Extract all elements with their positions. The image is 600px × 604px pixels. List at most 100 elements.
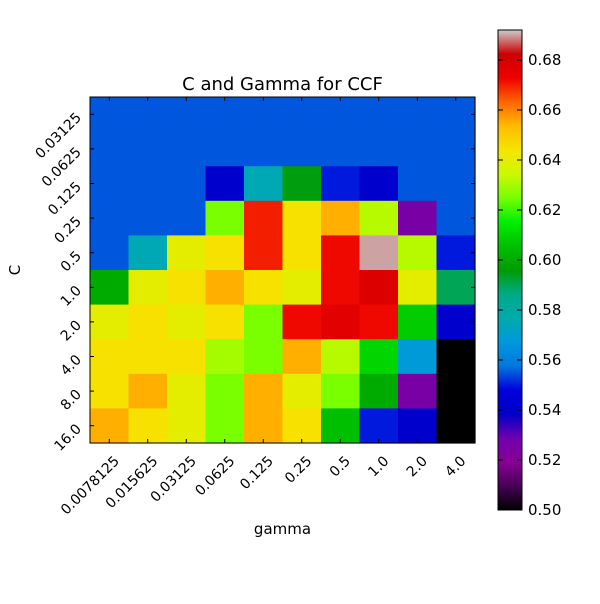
heatmap-cell — [128, 131, 168, 167]
colorbar-tick-label: 0.50 — [528, 501, 561, 519]
heatmap-cell — [436, 408, 476, 444]
heatmap-cell — [167, 270, 207, 306]
colorbar-ticks: 0.50 0.52 0.54 0.56 0.58 0.60 0.62 0.64 0.66 0.68 — [498, 51, 561, 519]
colorbar — [497, 29, 523, 511]
heatmap-cell — [90, 131, 130, 167]
heatmap-cell — [359, 373, 399, 409]
heatmap-cell — [359, 339, 399, 375]
heatmap-cell — [205, 304, 245, 340]
x-tick-label: 0.0625 — [192, 453, 238, 499]
plot-frame — [89, 96, 476, 444]
heatmap-cell — [244, 235, 284, 271]
heatmap-cell — [282, 270, 322, 306]
heatmap-cell — [90, 166, 130, 202]
heatmap-cell — [321, 131, 361, 167]
colorbar-tick-label: 0.62 — [528, 201, 561, 219]
heatmap-cell — [128, 373, 168, 409]
heatmap-cell — [282, 408, 322, 444]
heatmap-cells — [90, 97, 476, 444]
heatmap-cell — [398, 373, 438, 409]
heatmap-cell — [359, 200, 399, 236]
heatmap-cell — [128, 270, 168, 306]
heatmap-cell — [321, 200, 361, 236]
heatmap-cell — [359, 131, 399, 167]
heatmap-cell — [167, 97, 207, 133]
heatmap-cell — [359, 270, 399, 306]
heatmap-cell — [90, 339, 130, 375]
heatmap-cell — [282, 131, 322, 167]
heatmap-cell — [205, 131, 245, 167]
heatmap-cell — [436, 373, 476, 409]
heatmap-cell — [321, 373, 361, 409]
heatmap-cell — [167, 131, 207, 167]
heatmap-cell — [167, 373, 207, 409]
heatmap-cell — [321, 97, 361, 133]
heatmap-cell — [90, 408, 130, 444]
y-tick-label: 0.5 — [58, 248, 85, 275]
heatmap-cell — [398, 97, 438, 133]
colorbar-tick-label: 0.54 — [528, 401, 561, 419]
heatmap-cell — [90, 373, 130, 409]
heatmap-cell — [321, 166, 361, 202]
heatmap-cell — [90, 304, 130, 340]
heatmap-cell — [282, 166, 322, 202]
y-tick-label: 4.0 — [58, 352, 85, 379]
heatmap-cell — [205, 166, 245, 202]
heatmap-cell — [282, 235, 322, 271]
heatmap-cell — [205, 235, 245, 271]
heatmap-cell — [282, 304, 322, 340]
y-tick-label: 2.0 — [58, 317, 85, 344]
heatmap-cell — [205, 270, 245, 306]
heatmap-cell — [436, 97, 476, 133]
heatmap-cell — [398, 200, 438, 236]
heatmap-cell — [205, 373, 245, 409]
heatmap-cell — [398, 131, 438, 167]
heatmap-cell — [167, 304, 207, 340]
heatmap-cell — [90, 270, 130, 306]
heatmap-cell — [436, 131, 476, 167]
y-tick-label: 8.0 — [58, 387, 85, 414]
heatmap-cell — [167, 166, 207, 202]
x-tick-label: 0.5 — [327, 453, 354, 480]
heatmap-cell — [436, 200, 476, 236]
x-tick-label: 4.0 — [442, 453, 469, 480]
heatmap-cell — [321, 408, 361, 444]
colorbar-tick-label: 0.56 — [528, 351, 561, 369]
heatmap-cell — [128, 235, 168, 271]
heatmap-cell — [244, 304, 284, 340]
colorbar-tick-label: 0.66 — [528, 101, 561, 119]
heatmap-cell — [205, 97, 245, 133]
colorbar-tick-label: 0.58 — [528, 301, 561, 319]
heatmap-cell — [436, 235, 476, 271]
heatmap-cell — [436, 166, 476, 202]
y-tick-label: 16.0 — [51, 421, 84, 454]
heatmap-cell — [128, 408, 168, 444]
heatmap-cell — [398, 304, 438, 340]
heatmap-cell — [90, 235, 130, 271]
heatmap-cell — [321, 270, 361, 306]
heatmap-cell — [90, 200, 130, 236]
heatmap-cell — [398, 408, 438, 444]
heatmap-cell — [282, 339, 322, 375]
heatmap-cell — [244, 166, 284, 202]
heatmap-cell — [398, 166, 438, 202]
heatmap-cell — [282, 373, 322, 409]
heatmap-cell — [359, 166, 399, 202]
heatmap-cell — [321, 304, 361, 340]
heatmap-cell — [128, 200, 168, 236]
heatmap-cell — [436, 339, 476, 375]
heatmap-cell — [282, 200, 322, 236]
heatmap-cell — [128, 166, 168, 202]
heatmap-cell — [359, 408, 399, 444]
heatmap-cell — [321, 339, 361, 375]
heatmap-cell — [205, 339, 245, 375]
heatmap-cell — [244, 339, 284, 375]
heatmap-cell — [359, 235, 399, 271]
x-tick-label: 1.0 — [365, 453, 392, 480]
heatmap-cell — [398, 339, 438, 375]
colorbar-tick-label: 0.52 — [528, 451, 561, 469]
heatmap-cell — [167, 200, 207, 236]
heatmap-cell — [359, 97, 399, 133]
